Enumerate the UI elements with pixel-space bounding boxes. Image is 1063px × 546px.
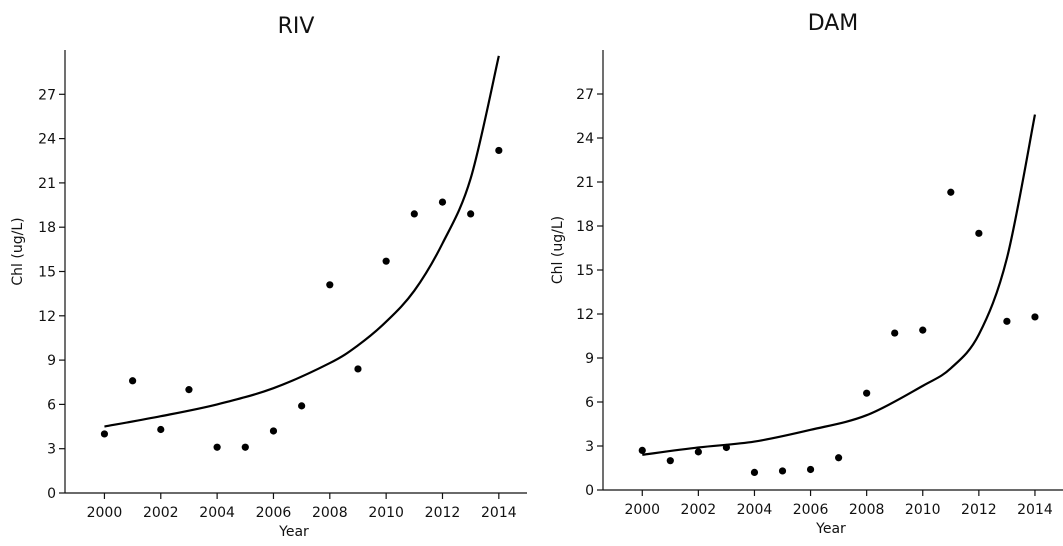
data-point xyxy=(891,329,899,337)
fit-curve xyxy=(104,55,500,428)
data-point xyxy=(806,465,815,474)
y-tick-label: 9 xyxy=(585,351,594,367)
data-point xyxy=(495,146,503,155)
y-tick-label: 12 xyxy=(576,307,594,323)
x-tick-label: 2010 xyxy=(368,505,404,521)
y-tick-label: 24 xyxy=(576,131,594,147)
x-tick-label: 2012 xyxy=(961,502,997,518)
x-tick-label: 2002 xyxy=(143,505,179,521)
x-tick-label: 2002 xyxy=(681,502,717,518)
y-tick-label: 12 xyxy=(38,309,56,325)
data-point xyxy=(438,198,447,206)
x-axis-label: Year xyxy=(278,524,309,540)
chart-panel-2: DAM 0 3 6 9 12 15 18 21 24 27 2000 2002 2004 2006 2008 2… xyxy=(550,11,1063,537)
y-tick-label: 27 xyxy=(576,87,594,103)
data-point xyxy=(326,281,334,289)
x-tick-label: 2000 xyxy=(624,502,660,518)
data-point xyxy=(100,430,109,438)
data-point xyxy=(467,210,475,218)
data-point xyxy=(1031,313,1039,321)
data-point xyxy=(722,443,731,452)
data-point xyxy=(213,443,221,451)
y-tick-label: 15 xyxy=(576,263,594,279)
data-point xyxy=(410,210,418,218)
chart-title: RIV xyxy=(278,14,315,39)
y-tick-label: 6 xyxy=(47,397,56,413)
data-point xyxy=(382,257,390,265)
y-axis-label: Chl (ug/L) xyxy=(550,216,566,284)
data-point xyxy=(666,457,674,465)
data-point xyxy=(778,467,787,475)
data-point xyxy=(298,402,306,410)
data-point xyxy=(638,446,646,454)
data-point xyxy=(947,188,955,196)
y-tick-label: 18 xyxy=(576,219,594,235)
y-tick-label: 15 xyxy=(38,265,56,281)
data-point xyxy=(750,468,759,476)
data-point xyxy=(975,229,983,237)
y-tick-label: 0 xyxy=(585,483,594,499)
data-point xyxy=(919,326,927,334)
x-tick-label: 2014 xyxy=(481,505,517,521)
x-tick-label: 2004 xyxy=(737,502,773,518)
y-tick-label: 0 xyxy=(47,486,56,502)
data-point xyxy=(185,386,193,394)
y-tick-label: 27 xyxy=(38,87,56,103)
x-tick-label: 2012 xyxy=(425,505,461,521)
y-tick-label: 18 xyxy=(38,220,56,236)
data-point xyxy=(129,377,137,385)
y-tick-label: 21 xyxy=(38,176,56,192)
y-tick-label: 3 xyxy=(585,439,594,455)
y-tick-label: 9 xyxy=(47,353,56,369)
data-point xyxy=(694,448,702,456)
y-tick-label: 6 xyxy=(585,395,594,411)
x-tick-label: 2008 xyxy=(312,505,348,521)
x-tick-label: 2004 xyxy=(199,505,235,521)
x-axis-label: Year xyxy=(815,521,846,537)
data-point xyxy=(241,443,249,451)
data-point xyxy=(835,454,843,462)
x-tick-label: 2006 xyxy=(256,505,292,521)
x-tick-label: 2010 xyxy=(905,502,941,518)
x-tick-label: 2000 xyxy=(87,505,123,521)
chart-title: DAM xyxy=(808,11,859,36)
y-axis-label: Chl (ug/L) xyxy=(10,217,26,285)
y-tick-label: 24 xyxy=(38,132,56,148)
x-tick-label: 2008 xyxy=(849,502,885,518)
chart-panel-1: RIV 0 3 6 9 12 15 18 21 24 27 2000 2002 2004 2006 2008 2… xyxy=(10,14,527,540)
y-tick-label: 3 xyxy=(47,442,56,458)
data-point xyxy=(354,365,362,373)
data-point xyxy=(269,427,278,435)
fit-curve xyxy=(642,114,1037,456)
data-point xyxy=(1003,317,1011,325)
x-tick-label: 2014 xyxy=(1017,502,1053,518)
x-tick-label: 2006 xyxy=(793,502,829,518)
y-tick-label: 21 xyxy=(576,175,594,191)
data-point xyxy=(863,389,871,397)
data-point xyxy=(157,425,165,434)
